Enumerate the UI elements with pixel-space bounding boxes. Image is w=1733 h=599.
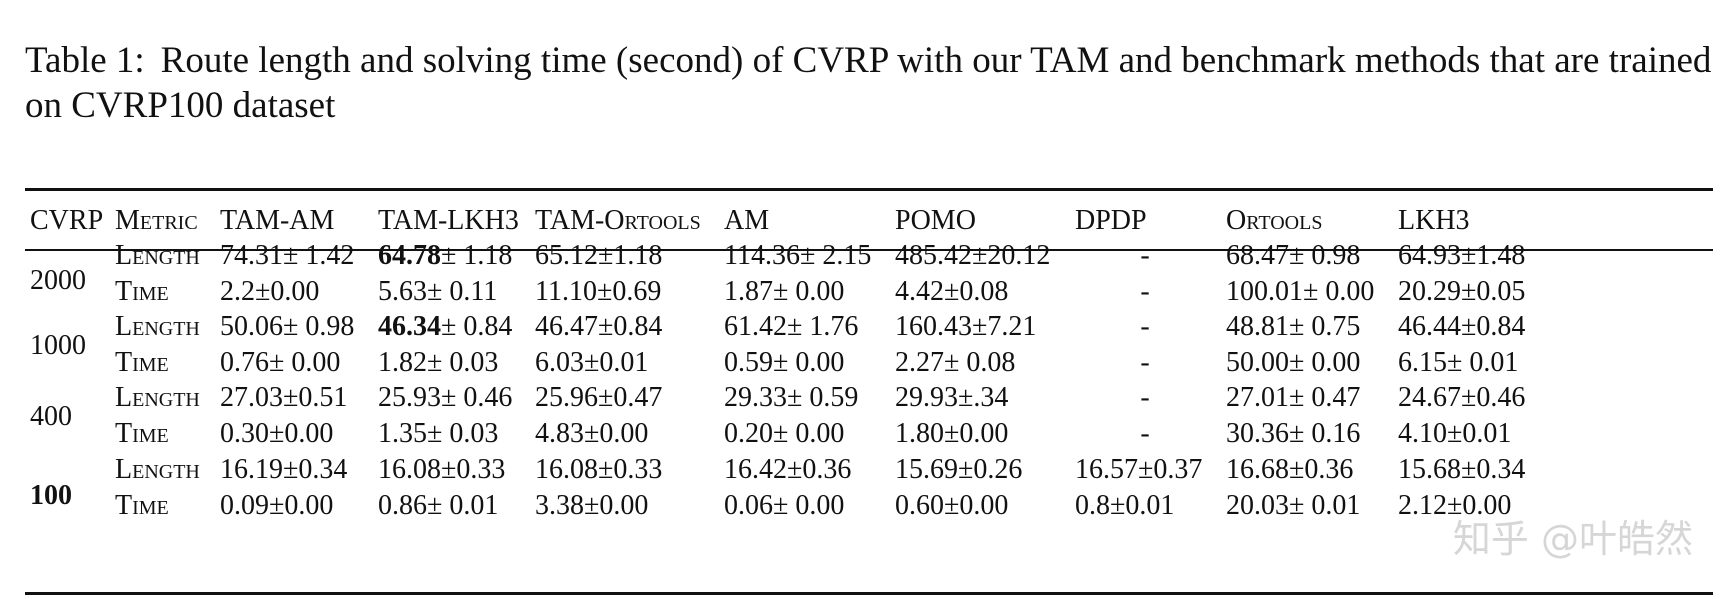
bottom-rule bbox=[25, 592, 1713, 595]
cell-ortools: 68.47± 0.98 bbox=[1226, 240, 1361, 271]
cell-pomo: 1.80±0.00 bbox=[895, 418, 1009, 449]
header-ortools: Ortools bbox=[1226, 205, 1323, 236]
cell-pomo: 29.93±.34 bbox=[895, 382, 1009, 413]
cell-tam-lkh3: 64.78± 1.18 bbox=[378, 240, 512, 272]
cell-tam-ortools: 11.10±0.69 bbox=[535, 276, 662, 307]
cell-pomo: 485.42±20.12 bbox=[895, 240, 1051, 271]
metric-cell: Time bbox=[115, 347, 169, 378]
cell-tam-ortools: 16.08±0.33 bbox=[535, 454, 663, 485]
best-value: 64.78 bbox=[378, 240, 441, 271]
cell-dpdp: - bbox=[1140, 240, 1150, 271]
header-tam-lkh3: TAM-LKH3 bbox=[378, 205, 519, 236]
metric-cell: Time bbox=[115, 276, 169, 307]
cell-tam-am: 16.19±0.34 bbox=[220, 454, 348, 485]
table-caption: Table 1: Route length and solving time (s… bbox=[25, 38, 1715, 128]
cell-tam-ortools: 65.12±1.18 bbox=[535, 240, 663, 271]
cell-tam-lkh3: 46.34± 0.84 bbox=[378, 311, 512, 343]
group-size: 100 bbox=[30, 480, 72, 511]
cell-lkh3: 24.67±0.46 bbox=[1398, 382, 1526, 413]
group-size: 400 bbox=[30, 401, 72, 432]
header-rule bbox=[25, 249, 1713, 251]
cell-ortools: 48.81± 0.75 bbox=[1226, 311, 1361, 342]
header-cvrp: CVRP bbox=[30, 205, 104, 236]
cell-tam-am: 0.09±0.00 bbox=[220, 490, 334, 521]
cell-tam-ortools: 4.83±0.00 bbox=[535, 418, 649, 449]
cell-am: 61.42± 1.76 bbox=[724, 311, 859, 342]
header-metric: Metric bbox=[115, 205, 198, 236]
value-rest: ± 0.84 bbox=[441, 311, 513, 342]
header-lkh3: LKH3 bbox=[1398, 205, 1470, 236]
cell-dpdp: 16.57±0.37 bbox=[1075, 454, 1203, 485]
cell-am: 0.59± 0.00 bbox=[724, 347, 845, 378]
cell-tam-am: 27.03±0.51 bbox=[220, 382, 348, 413]
cell-pomo: 0.60±0.00 bbox=[895, 490, 1009, 521]
cell-lkh3: 6.15± 0.01 bbox=[1398, 347, 1519, 378]
cell-ortools: 16.68±0.36 bbox=[1226, 454, 1354, 485]
cell-tam-am: 0.76± 0.00 bbox=[220, 347, 341, 378]
cell-tam-ortools: 3.38±0.00 bbox=[535, 490, 649, 521]
cell-dpdp: - bbox=[1140, 311, 1150, 342]
cell-pomo: 15.69±0.26 bbox=[895, 454, 1023, 485]
cell-am: 114.36± 2.15 bbox=[724, 240, 872, 271]
cell-lkh3: 2.12±0.00 bbox=[1398, 490, 1512, 521]
value-rest: ± 1.18 bbox=[441, 240, 513, 271]
cell-tam-ortools: 25.96±0.47 bbox=[535, 382, 663, 413]
cell-dpdp: - bbox=[1140, 418, 1150, 449]
metric-cell: Length bbox=[115, 382, 200, 413]
cell-tam-ortools: 46.47±0.84 bbox=[535, 311, 663, 342]
cell-am: 29.33± 0.59 bbox=[724, 382, 859, 413]
cell-ortools: 50.00± 0.00 bbox=[1226, 347, 1361, 378]
cell-dpdp: - bbox=[1140, 347, 1150, 378]
group-size: 2000 bbox=[30, 265, 86, 296]
cell-am: 1.87± 0.00 bbox=[724, 276, 845, 307]
metric-cell: Time bbox=[115, 418, 169, 449]
cell-tam-lkh3: 1.35± 0.03 bbox=[378, 418, 499, 449]
cell-lkh3: 64.93±1.48 bbox=[1398, 240, 1526, 271]
cell-ortools: 20.03± 0.01 bbox=[1226, 490, 1361, 521]
cell-tam-am: 74.31± 1.42 bbox=[220, 240, 355, 271]
cell-lkh3: 46.44±0.84 bbox=[1398, 311, 1526, 342]
cell-tam-ortools: 6.03±0.01 bbox=[535, 347, 649, 378]
header-tam-ortools: TAM-Ortools bbox=[535, 205, 701, 236]
header-tam-am: TAM-AM bbox=[220, 205, 335, 236]
group-size: 1000 bbox=[30, 330, 86, 361]
caption-text: Route length and solving time (second) o… bbox=[25, 40, 1712, 126]
watermark: 知乎 @叶皓然 bbox=[1452, 517, 1693, 561]
cell-tam-lkh3: 1.82± 0.03 bbox=[378, 347, 499, 378]
cell-tam-lkh3: 16.08±0.33 bbox=[378, 454, 506, 485]
cell-dpdp: 0.8±0.01 bbox=[1075, 490, 1175, 521]
cell-am: 0.20± 0.00 bbox=[724, 418, 845, 449]
cell-dpdp: - bbox=[1140, 276, 1150, 307]
metric-cell: Time bbox=[115, 490, 169, 521]
cell-tam-lkh3: 5.63± 0.11 bbox=[378, 276, 498, 307]
metric-cell: Length bbox=[115, 454, 200, 485]
cell-tam-am: 0.30±0.00 bbox=[220, 418, 334, 449]
cell-dpdp: - bbox=[1140, 382, 1150, 413]
header-pomo: POMO bbox=[895, 205, 976, 236]
cell-lkh3: 15.68±0.34 bbox=[1398, 454, 1526, 485]
caption-label: Table 1: bbox=[25, 40, 145, 81]
top-rule bbox=[25, 188, 1713, 191]
cell-am: 0.06± 0.00 bbox=[724, 490, 845, 521]
cell-pomo: 4.42±0.08 bbox=[895, 276, 1009, 307]
cell-tam-am: 50.06± 0.98 bbox=[220, 311, 355, 342]
cell-tam-am: 2.2±0.00 bbox=[220, 276, 320, 307]
cell-lkh3: 20.29±0.05 bbox=[1398, 276, 1526, 307]
best-value: 46.34 bbox=[378, 311, 441, 342]
header-dpdp: DPDP bbox=[1075, 205, 1147, 236]
metric-cell: Length bbox=[115, 240, 200, 271]
cell-lkh3: 4.10±0.01 bbox=[1398, 418, 1512, 449]
header-am: AM bbox=[724, 205, 770, 236]
cell-tam-lkh3: 0.86± 0.01 bbox=[378, 490, 499, 521]
cell-am: 16.42±0.36 bbox=[724, 454, 852, 485]
cell-tam-lkh3: 25.93± 0.46 bbox=[378, 382, 513, 413]
cell-pomo: 2.27± 0.08 bbox=[895, 347, 1016, 378]
metric-cell: Length bbox=[115, 311, 200, 342]
cell-pomo: 160.43±7.21 bbox=[895, 311, 1037, 342]
cell-ortools: 30.36± 0.16 bbox=[1226, 418, 1361, 449]
cell-ortools: 100.01± 0.00 bbox=[1226, 276, 1375, 307]
cell-ortools: 27.01± 0.47 bbox=[1226, 382, 1361, 413]
